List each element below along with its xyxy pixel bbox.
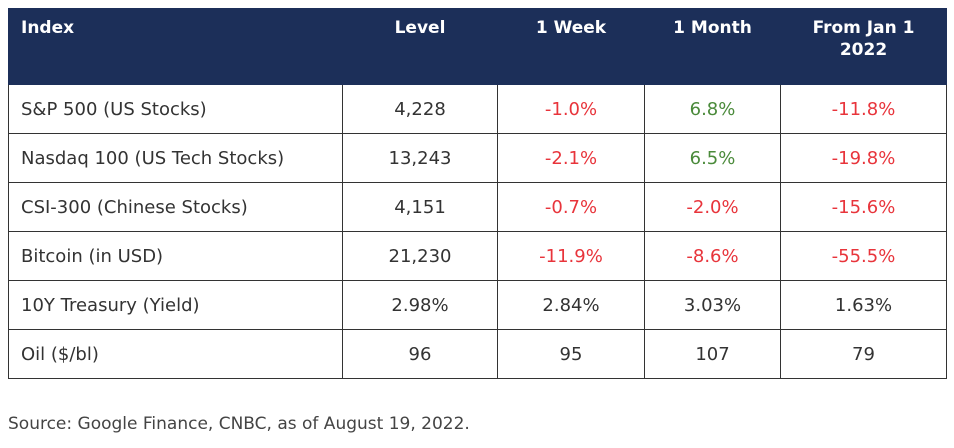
1-week-cell: -1.0%: [497, 84, 645, 134]
source-note: Source: Google Finance, CNBC, as of Augu…: [8, 414, 470, 434]
level-cell: 2.98%: [342, 280, 498, 330]
ytd-cell: 1.63%: [780, 280, 947, 330]
ytd-cell: 79: [780, 329, 947, 379]
table-row: Bitcoin (in USD) 21,230 -11.9% -8.6% -55…: [8, 231, 947, 281]
table-row: S&P 500 (US Stocks) 4,228 -1.0% 6.8% -11…: [8, 84, 947, 134]
1-week-cell: 2.84%: [497, 280, 645, 330]
ytd-cell: -19.8%: [780, 133, 947, 183]
table-header-row: Index Level 1 Week 1 Month From Jan 1 20…: [8, 8, 947, 85]
column-header-from-jan-1-2022: From Jan 1 2022: [780, 8, 947, 85]
level-cell: 4,151: [342, 182, 498, 232]
1-week-cell: -0.7%: [497, 182, 645, 232]
ytd-cell: -11.8%: [780, 84, 947, 134]
table-row: Nasdaq 100 (US Tech Stocks) 13,243 -2.1%…: [8, 133, 947, 183]
1-month-cell: -2.0%: [644, 182, 781, 232]
table-row: CSI-300 (Chinese Stocks) 4,151 -0.7% -2.…: [8, 182, 947, 232]
level-cell: 96: [342, 329, 498, 379]
column-header-index: Index: [8, 8, 343, 85]
ytd-cell: -15.6%: [780, 182, 947, 232]
index-name-cell: 10Y Treasury (Yield): [8, 280, 343, 330]
ytd-cell: -55.5%: [780, 231, 947, 281]
index-name-cell: CSI-300 (Chinese Stocks): [8, 182, 343, 232]
column-header-level: Level: [342, 8, 498, 85]
level-cell: 21,230: [342, 231, 498, 281]
1-month-cell: 6.8%: [644, 84, 781, 134]
column-header-1-month: 1 Month: [644, 8, 781, 85]
1-week-cell: -11.9%: [497, 231, 645, 281]
table-row: Oil ($/bl) 96 95 107 79: [8, 329, 947, 379]
index-name-cell: Nasdaq 100 (US Tech Stocks): [8, 133, 343, 183]
1-week-cell: -2.1%: [497, 133, 645, 183]
index-name-cell: Bitcoin (in USD): [8, 231, 343, 281]
index-name-cell: Oil ($/bl): [8, 329, 343, 379]
column-header-1-week: 1 Week: [497, 8, 645, 85]
level-cell: 13,243: [342, 133, 498, 183]
1-week-cell: 95: [497, 329, 645, 379]
1-month-cell: 3.03%: [644, 280, 781, 330]
index-name-cell: S&P 500 (US Stocks): [8, 84, 343, 134]
level-cell: 4,228: [342, 84, 498, 134]
market-summary-table: Index Level 1 Week 1 Month From Jan 1 20…: [8, 8, 947, 379]
1-month-cell: 107: [644, 329, 781, 379]
table-row: 10Y Treasury (Yield) 2.98% 2.84% 3.03% 1…: [8, 280, 947, 330]
1-month-cell: -8.6%: [644, 231, 781, 281]
1-month-cell: 6.5%: [644, 133, 781, 183]
